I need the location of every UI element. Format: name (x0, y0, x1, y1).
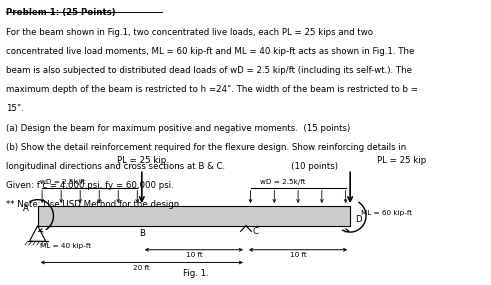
Text: Given: f'c = 4,000 psi, fy = 60,000 psi.: Given: f'c = 4,000 psi, fy = 60,000 psi. (6, 181, 174, 190)
Text: 10 ft: 10 ft (290, 252, 306, 258)
Text: longitudinal directions and cross sections at B & C.                        (10 : longitudinal directions and cross sectio… (6, 162, 338, 171)
Text: wD = 2.5k/ft: wD = 2.5k/ft (260, 179, 305, 185)
Text: PL = 25 kip: PL = 25 kip (377, 156, 427, 165)
Text: D: D (355, 215, 361, 224)
Text: maximum depth of the beam is restricted to h =24". The width of the beam is rest: maximum depth of the beam is restricted … (6, 85, 418, 94)
Text: wD = 2.5k/ft: wD = 2.5k/ft (40, 179, 85, 185)
Text: PL = 25 kip: PL = 25 kip (117, 156, 166, 165)
Polygon shape (29, 226, 46, 241)
Text: (b) Show the detail reinforcement required for the flexure design. Show reinforc: (b) Show the detail reinforcement requir… (6, 143, 406, 152)
Text: beam is also subjected to distributed dead loads of wD = 2.5 kip/ft (including i: beam is also subjected to distributed de… (6, 66, 412, 75)
Bar (38, 206, 350, 226)
Text: concentrated live load moments, ML = 60 kip-ft and ML = 40 kip-ft acts as shown : concentrated live load moments, ML = 60 … (6, 47, 414, 56)
Text: A: A (23, 204, 28, 213)
Text: 15".: 15". (6, 104, 24, 113)
Text: 10 ft: 10 ft (186, 252, 202, 258)
Text: ** Note: Use USD Method for the design.: ** Note: Use USD Method for the design. (6, 200, 182, 209)
Text: B: B (139, 229, 145, 238)
Text: ML = 60 kip-ft: ML = 60 kip-ft (361, 210, 412, 216)
Text: Problem 1: (25 Points): Problem 1: (25 Points) (6, 9, 115, 17)
Text: 20 ft: 20 ft (134, 265, 150, 271)
Text: (a) Design the beam for maximum positive and negative moments.  (15 points): (a) Design the beam for maximum positive… (6, 124, 350, 133)
Text: ML = 40 kip-ft: ML = 40 kip-ft (40, 243, 91, 249)
Text: C: C (253, 227, 259, 236)
Text: Fig. 1.: Fig. 1. (183, 269, 209, 278)
Text: For the beam shown in Fig.1, two concentrated live loads, each PL = 25 kips and : For the beam shown in Fig.1, two concent… (6, 28, 373, 37)
